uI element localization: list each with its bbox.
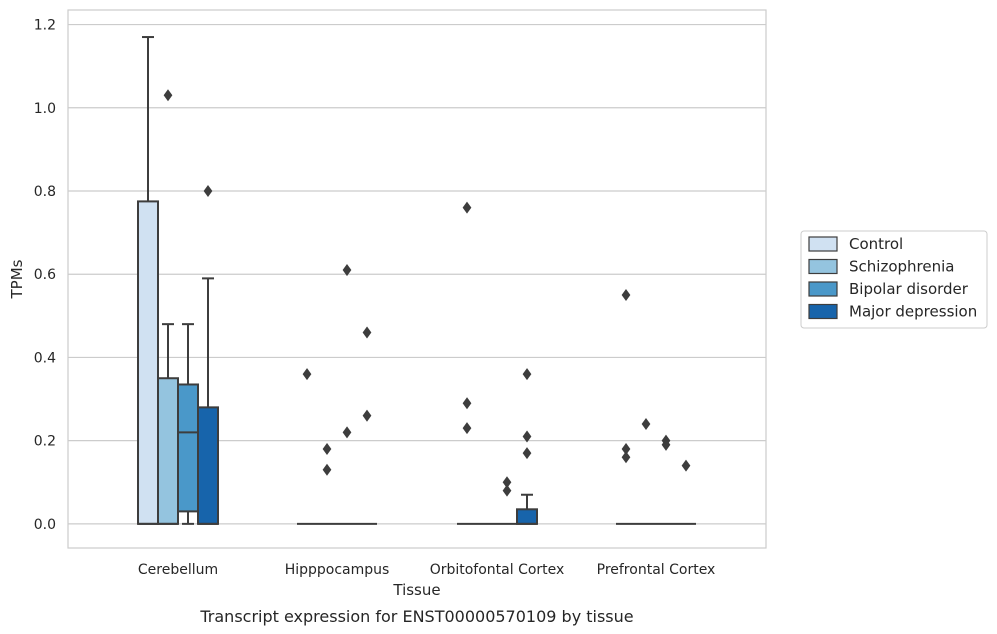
outlier-point bbox=[362, 409, 372, 422]
outlier-point bbox=[462, 422, 472, 435]
outlier-point bbox=[522, 430, 532, 443]
box-body bbox=[157, 377, 179, 525]
box-schizophrenia bbox=[317, 442, 337, 525]
outlier-point bbox=[342, 426, 352, 439]
box-major-depression bbox=[197, 184, 219, 525]
x-tick-label: Cerebellum bbox=[138, 562, 218, 578]
x-axis-title: Tissue bbox=[392, 581, 440, 599]
y-tick-label: 1.2 bbox=[34, 18, 56, 34]
outlier-point bbox=[621, 289, 631, 302]
x-tick-label: Orbitofontal Cortex bbox=[430, 562, 565, 578]
outlier-point bbox=[641, 417, 651, 431]
y-tick-label: 0.4 bbox=[34, 350, 56, 366]
chart-caption: Transcript expression for ENST0000057010… bbox=[199, 607, 633, 626]
box-major-depression bbox=[357, 326, 377, 525]
box-body bbox=[137, 200, 159, 525]
outlier-point bbox=[681, 459, 691, 472]
legend-swatch bbox=[808, 303, 838, 320]
box-body bbox=[177, 383, 199, 513]
y-axis-title: TPMs bbox=[8, 259, 26, 299]
box-control bbox=[616, 289, 636, 525]
box-bipolar-disorder bbox=[497, 476, 517, 525]
outlier-point bbox=[322, 463, 332, 476]
legend-label: Control bbox=[849, 235, 903, 253]
box-control bbox=[137, 36, 159, 525]
x-tick-labels: Cerebellum Hipppocampus Orbitofontal Corte… bbox=[138, 562, 715, 578]
outlier-point bbox=[322, 442, 332, 455]
legend-swatch bbox=[808, 258, 838, 275]
x-tick-label: Hipppocampus bbox=[285, 562, 390, 578]
box-schizophrenia bbox=[157, 89, 179, 525]
outlier-point bbox=[502, 484, 512, 497]
legend-label: Bipolar disorder bbox=[849, 280, 969, 298]
legend-swatch bbox=[808, 236, 838, 252]
outlier-point bbox=[342, 264, 352, 277]
y-tick-label: 0.2 bbox=[34, 434, 56, 450]
y-tick-label: 0.8 bbox=[34, 184, 56, 200]
outlier-point bbox=[163, 89, 173, 102]
box-bipolar-disorder bbox=[656, 434, 676, 525]
box-bipolar-disorder bbox=[177, 323, 199, 525]
box-plot-marks bbox=[137, 36, 696, 525]
box-major-depression bbox=[516, 368, 538, 525]
y-tick-label: 0.6 bbox=[34, 267, 56, 283]
y-tick-label: 1.0 bbox=[34, 101, 56, 117]
box-control bbox=[297, 368, 317, 525]
box-schizophrenia bbox=[636, 417, 656, 525]
plot-frame bbox=[67, 9, 767, 549]
outlier-point bbox=[462, 201, 472, 214]
outlier-point bbox=[203, 184, 213, 198]
x-tick-label: Prefrontal Cortex bbox=[597, 562, 716, 578]
legend-label: Schizophrenia bbox=[849, 258, 954, 276]
outlier-point bbox=[661, 438, 671, 451]
outlier-point bbox=[522, 447, 532, 460]
box-body bbox=[516, 508, 538, 525]
legend-frame bbox=[800, 230, 988, 329]
y-tick-label: 0.0 bbox=[34, 517, 56, 533]
box-body bbox=[197, 406, 219, 525]
y-tick-labels: 0.0 0.2 0.4 0.6 0.8 1.0 1.2 bbox=[34, 18, 56, 533]
outlier-point bbox=[462, 397, 472, 410]
outlier-point bbox=[302, 368, 312, 381]
legend-swatch bbox=[808, 281, 838, 297]
outlier-point bbox=[621, 451, 631, 464]
legend-label: Major depression bbox=[849, 303, 977, 321]
box-bipolar-disorder bbox=[337, 264, 357, 525]
outlier-point bbox=[362, 326, 372, 339]
box-control bbox=[457, 201, 477, 525]
legend: Control Schizophrenia Bipolar disorder Majo… bbox=[800, 230, 988, 329]
outlier-point bbox=[522, 368, 532, 381]
box-major-depression bbox=[676, 459, 696, 525]
